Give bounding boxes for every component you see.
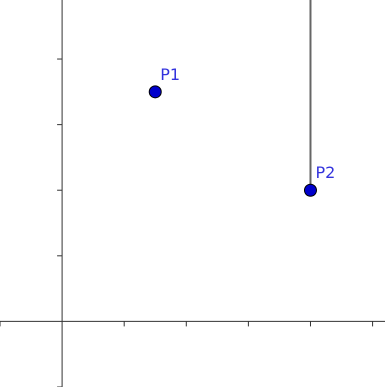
- point-label: P2: [315, 163, 335, 182]
- point-p1[interactable]: P1: [148, 65, 180, 99]
- point-marker[interactable]: [303, 183, 317, 197]
- point-label: P1: [160, 65, 180, 84]
- points: P1 P2: [148, 65, 335, 197]
- point-marker[interactable]: [148, 85, 162, 99]
- point-p2[interactable]: P2: [303, 163, 335, 197]
- axis-ticks: [0, 58, 374, 387]
